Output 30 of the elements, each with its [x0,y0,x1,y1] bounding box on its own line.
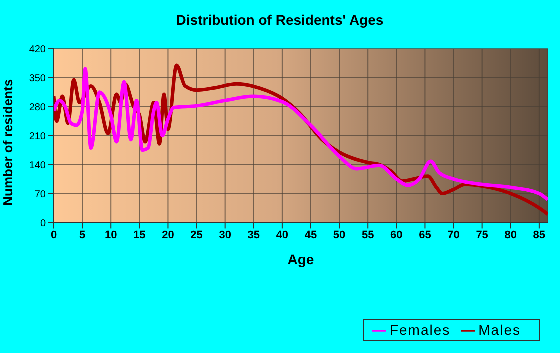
x-tick-label: 15 [134,230,146,242]
x-tick-label: 75 [476,230,488,242]
y-tick-label: 280 [29,102,46,114]
y-tick-label: 70 [34,189,46,200]
x-tick-label: 25 [190,230,203,242]
x-tick-label: 80 [504,230,518,242]
y-tick-label: 350 [29,74,46,84]
legend-label: Males [478,322,521,338]
x-tick-label: 20 [162,230,174,242]
y-tick-label: 140 [29,160,46,172]
x-tick-label: 40 [276,230,289,242]
x-tick-label: 65 [419,230,432,242]
x-tick-label: 85 [533,230,546,242]
legend-label: Females [390,322,451,338]
x-tick-label: 30 [219,230,232,242]
x-tick-label: 35 [248,230,260,242]
y-tick-label: 210 [29,131,46,142]
y-axis-title: Number of residents [0,79,16,206]
chart-title: Distribution of Residents' Ages [175,12,385,28]
x-tick-label: 55 [362,230,374,242]
x-tick-label: 50 [333,230,346,242]
x-tick-label: 70 [448,230,460,242]
x-axis-title: Age [288,252,314,268]
x-tick-label: 5 [79,230,86,242]
x-tick-label: 10 [104,230,118,242]
x-tick-label: 0 [50,230,58,242]
y-tick-label: 0 [40,218,46,230]
x-tick-label: 45 [304,230,318,242]
x-tick-label: 60 [390,230,403,242]
y-tick-label: 420 [29,44,46,56]
